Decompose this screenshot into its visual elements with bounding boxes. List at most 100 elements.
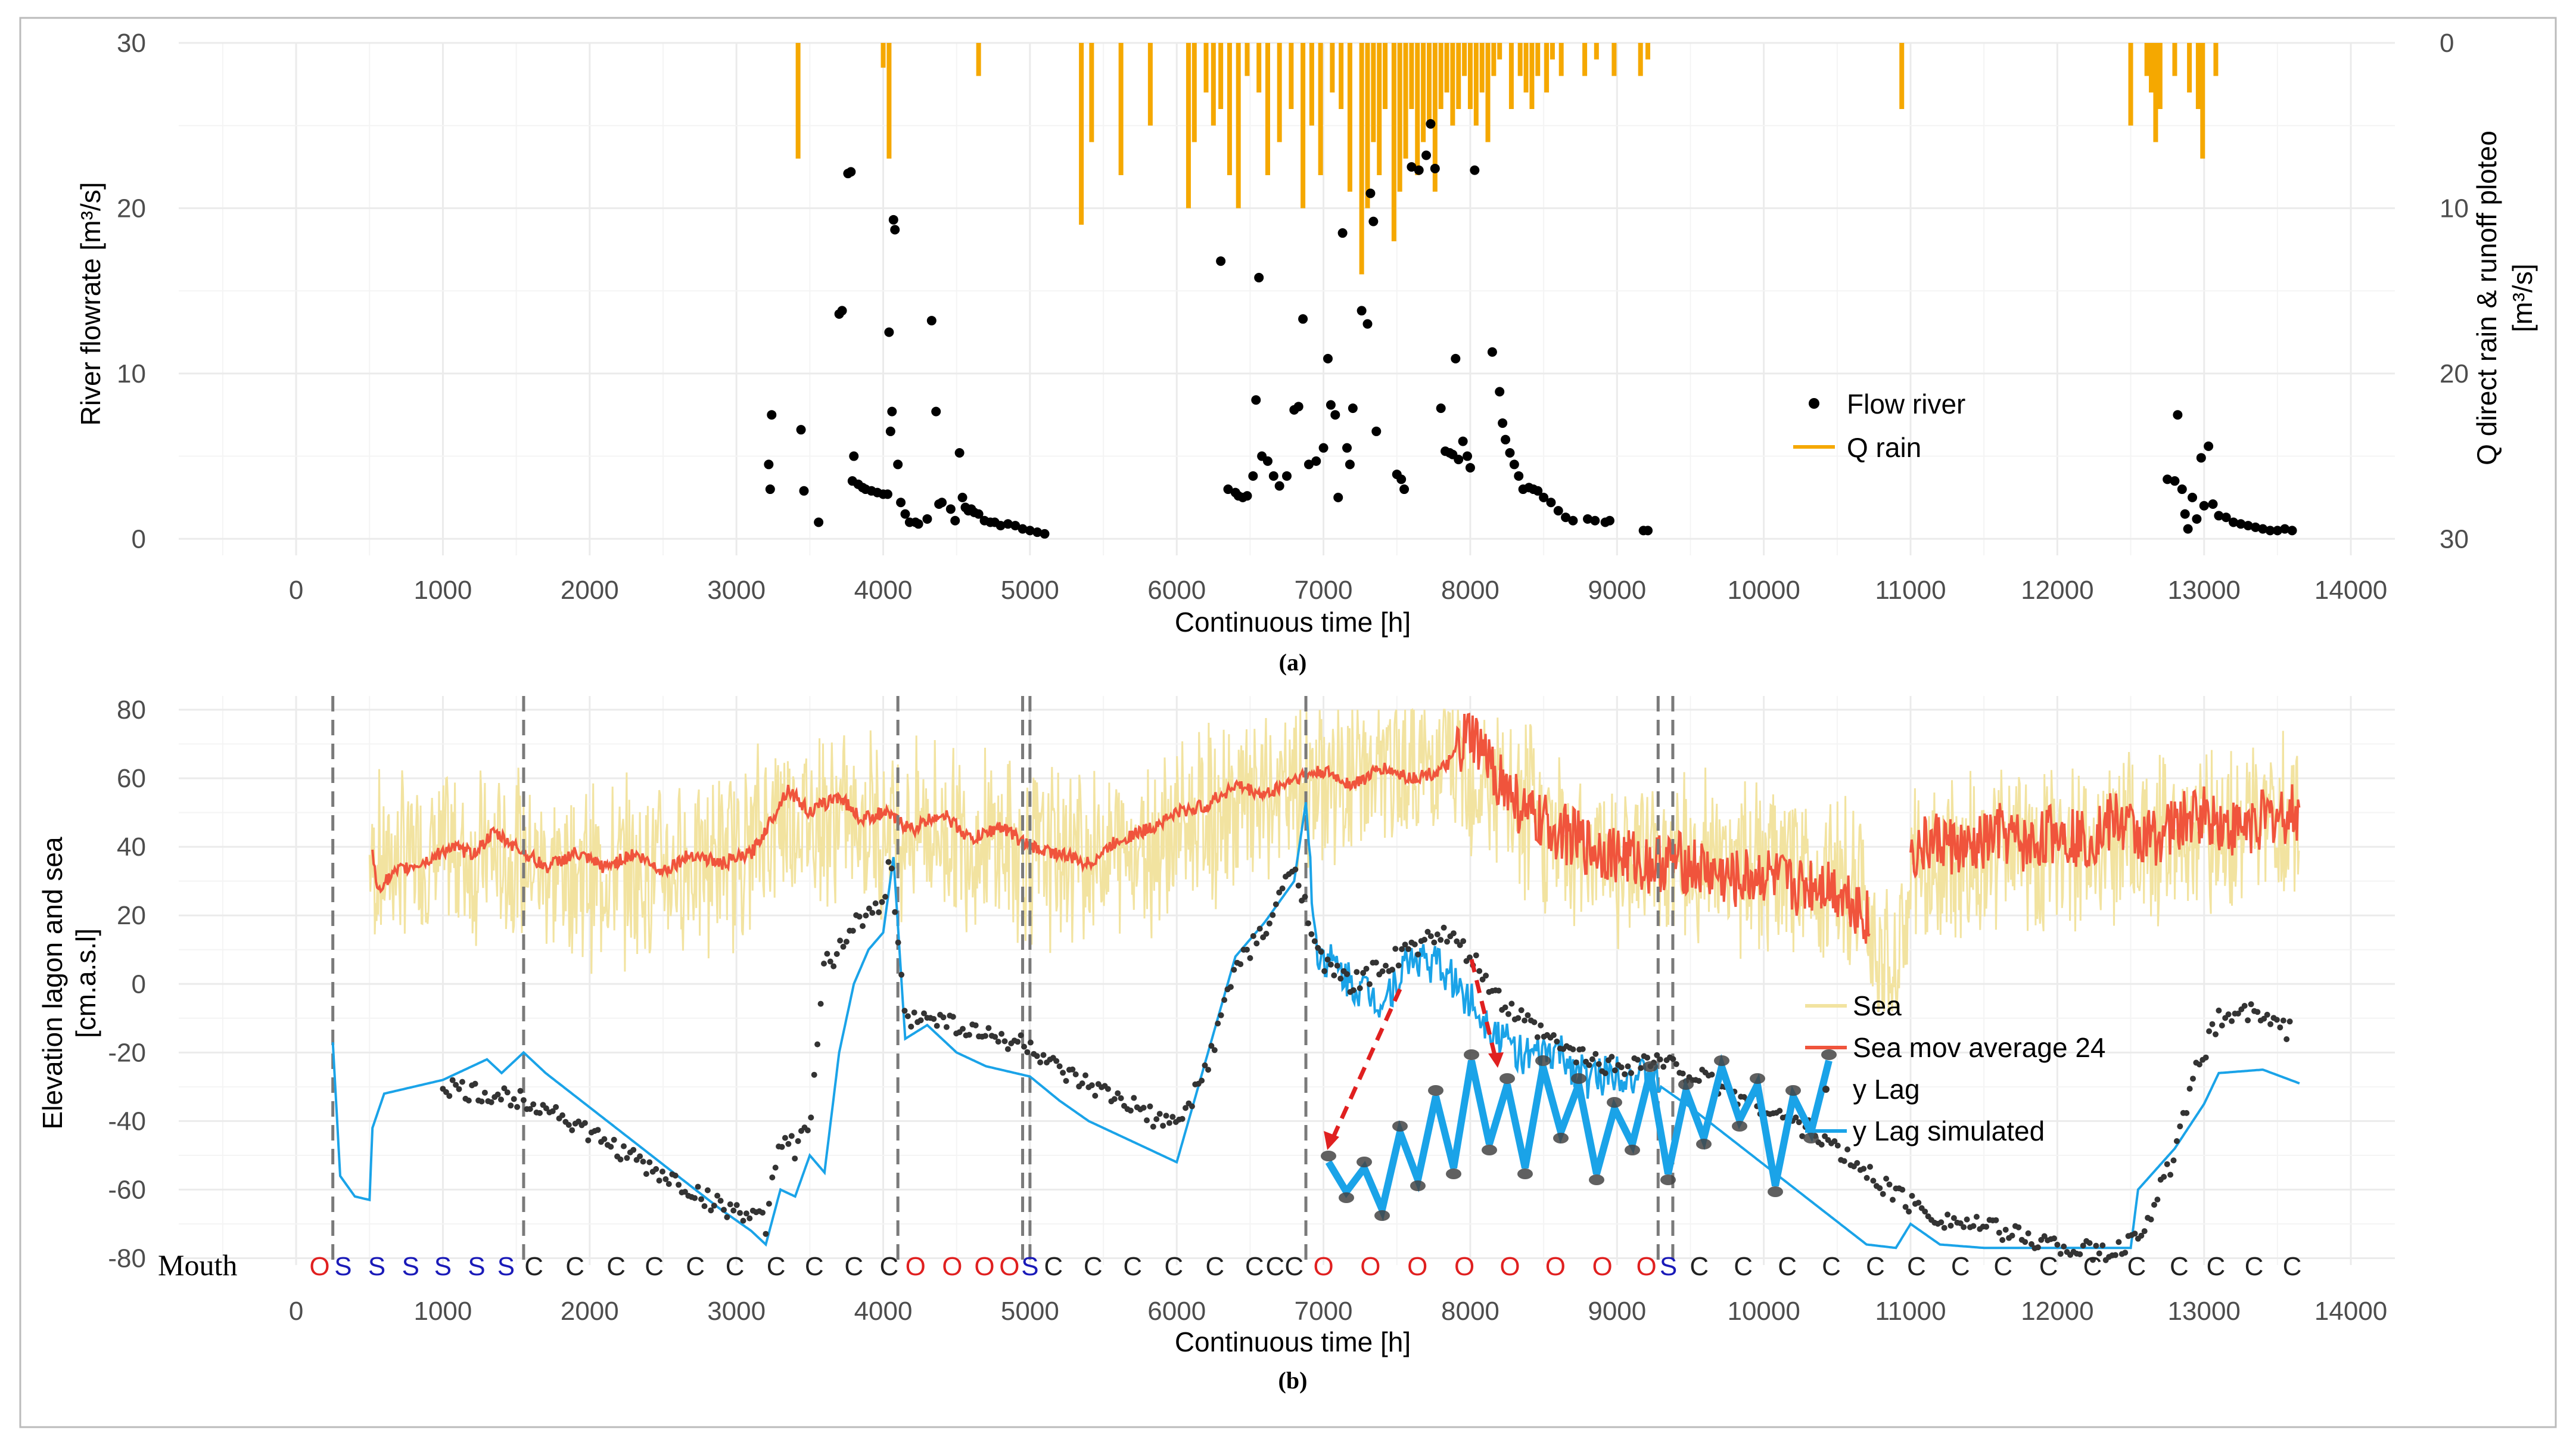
y-lag-point: [1402, 941, 1408, 948]
q-rain-bar: [1415, 43, 1420, 175]
y-lag-point: [1305, 920, 1311, 927]
flow-river-point: [1458, 436, 1468, 446]
y-lag-point: [879, 899, 885, 905]
y-lag-point: [1534, 1034, 1541, 1040]
flow-river-points: [764, 119, 2297, 539]
y-lag-point: [2057, 1251, 2064, 1257]
flow-river-point: [1436, 403, 1446, 414]
y-lag-point: [904, 1013, 911, 1020]
y-lag-point: [508, 1102, 514, 1109]
flow-river-point: [2188, 492, 2198, 502]
y-lag-point: [1037, 1059, 1044, 1065]
y-lag-point: [876, 909, 882, 915]
q-rain-bar: [2200, 43, 2205, 159]
flow-river-point: [1426, 119, 1436, 129]
panel-a-y-axis-title: River flowrate [m³/s]: [75, 182, 106, 426]
y-lag-point: [1156, 1111, 1163, 1117]
flow-river-point: [922, 514, 932, 524]
q-rain-bar: [1211, 43, 1216, 126]
x-tick-label: 13000: [2168, 576, 2241, 605]
legend-sea-label: Sea: [1853, 990, 1902, 1021]
flow-river-point: [767, 410, 777, 420]
flow-river-point: [1505, 448, 1515, 458]
legend-y-lag-marker: [1822, 1086, 1830, 1093]
y-lag-point: [1638, 1065, 1644, 1071]
panel-a-right-tick-labels: 0 10 20 30: [2440, 29, 2469, 554]
q-rain-bar: [795, 43, 801, 159]
y-lag-point: [733, 1202, 740, 1208]
x-tick-label: 1000: [413, 576, 472, 605]
mouth-state-label: C: [2207, 1252, 2226, 1281]
mouth-state-label: O: [906, 1252, 926, 1281]
sea-mov-average-series: [371, 713, 2301, 944]
y-lag-point: [1880, 1191, 1886, 1197]
q-rain-bar: [1330, 43, 1335, 93]
y-lag-point: [1863, 1174, 1870, 1181]
y-lag-point: [704, 1187, 711, 1194]
y-lag-point: [1625, 1063, 1631, 1070]
y-lag-point: [1357, 985, 1363, 992]
mouth-state-label: C: [1205, 1252, 1224, 1281]
y-lag-point: [863, 912, 869, 919]
y-lag-point: [1834, 1142, 1841, 1149]
y-lag-point: [1027, 1039, 1034, 1046]
q-rain-bar: [1371, 43, 1376, 142]
y-lag-point: [2141, 1228, 2148, 1235]
flow-river-point: [1282, 471, 1292, 481]
y-lag-point: [1922, 1208, 1928, 1215]
y-lag-point: [824, 950, 830, 957]
y-lag-point: [2286, 1018, 2293, 1025]
y-lag-point: [2151, 1201, 2157, 1208]
y-lag-point: [1270, 912, 1276, 918]
zoom-inset-point: [1768, 1186, 1783, 1197]
y-lag-point: [1867, 1164, 1873, 1170]
x-tick-label: 13000: [2168, 1297, 2241, 1326]
x-tick-label: 1000: [413, 1297, 472, 1326]
flow-river-point: [1514, 471, 1524, 481]
q-rain-bar: [1318, 43, 1323, 175]
zoom-inset-point: [1499, 1073, 1515, 1084]
flow-river-point: [2177, 484, 2187, 495]
x-tick-label: 12000: [2021, 1297, 2093, 1326]
y-lag-point: [950, 1014, 956, 1020]
y-lag-point: [656, 1177, 662, 1184]
y-lag-point: [2186, 1086, 2193, 1092]
q-rain-bar: [1245, 43, 1250, 76]
mouth-state-label: C: [1778, 1252, 1797, 1281]
y-lag-point: [1144, 1117, 1150, 1124]
y-lag-point: [2206, 1028, 2213, 1034]
q-rain-bar: [1191, 43, 1197, 142]
y-lag-point: [1334, 962, 1340, 969]
mouth-state-label: O: [1454, 1252, 1474, 1281]
y-lag-point: [782, 1135, 788, 1141]
q-rain-bar: [1444, 43, 1449, 93]
q-rain-bar: [1409, 43, 1414, 109]
flow-river-point: [814, 517, 824, 527]
sea-mov-average-line: [371, 713, 1871, 944]
q-rain-bar: [1377, 43, 1382, 175]
zoom-inset-point: [1607, 1097, 1622, 1108]
y-tick-label: 60: [117, 764, 146, 793]
y-lag-point: [792, 1155, 798, 1162]
x-tick-label: 14000: [2314, 1297, 2387, 1326]
panel-b: 0 1000 2000 3000 4000 5000 6000 7000 8000 9000 100…: [37, 695, 2395, 1394]
y-lag-point: [1618, 1064, 1625, 1071]
x-tick-label: 9000: [1588, 576, 1646, 605]
flow-river-point: [1216, 256, 1226, 266]
y-lag-point: [882, 894, 888, 900]
y-lag-point: [449, 1077, 456, 1083]
zoom-inset-point: [1392, 1121, 1408, 1132]
y-lag-point: [1670, 1056, 1676, 1062]
q-rain-bar: [1383, 43, 1388, 109]
y-tick-label: 0: [132, 524, 146, 554]
y-lag-point: [537, 1110, 543, 1116]
q-rain-bar: [1611, 43, 1617, 76]
y-lag-point: [1902, 1204, 1909, 1210]
y-lag-point: [1202, 1062, 1208, 1068]
right-tick-label: 0: [2440, 29, 2454, 58]
legend-y-lag-simulated-label: y Lag simulated: [1853, 1115, 2045, 1146]
x-tick-label: 10000: [1727, 1297, 1800, 1326]
mouth-state-label: C: [1123, 1252, 1142, 1281]
mouth-state-label: O: [1407, 1252, 1427, 1281]
flow-river-point: [837, 306, 847, 316]
